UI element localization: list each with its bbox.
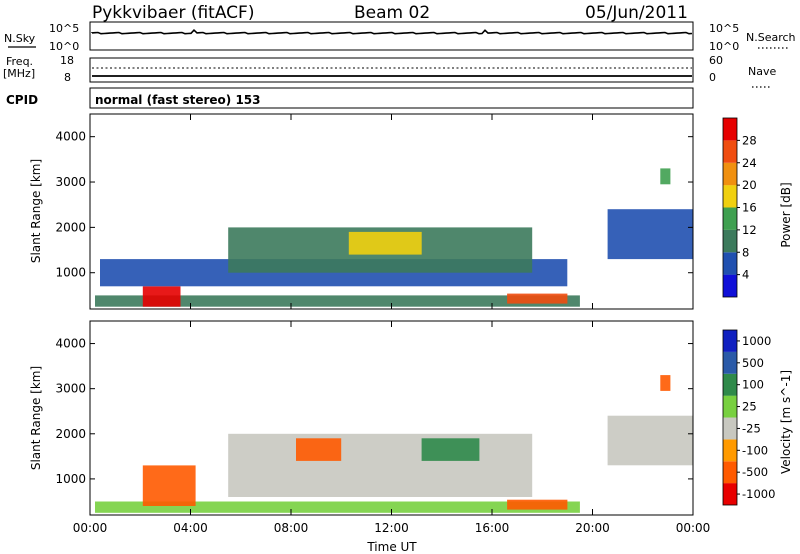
velocity-colorbar-segment (723, 395, 737, 418)
colorbar-tick-label: 24 (742, 156, 757, 170)
velocity-echo-region (607, 415, 693, 466)
y-tick-label: 4000 (55, 130, 86, 144)
nave-label: Nave (748, 65, 776, 78)
velocity-colorbar-segment (723, 351, 737, 374)
y-tick-label: 2000 (55, 220, 86, 234)
nsky-label: N.Sky (4, 32, 36, 45)
velocity-colorbar-segment (723, 483, 737, 505)
power-colorbar-segment (723, 274, 737, 297)
power-ylabel: Slant Range [km] (29, 159, 43, 263)
power-plot: 1000 2000 3000 4000 4 8 12 16 20 24 28 (55, 113, 757, 310)
freq-tick-top: 18 (60, 54, 74, 67)
nsky-trace (91, 28, 693, 35)
velocity-echo-region (95, 501, 580, 513)
velocity-colorbar-title: Velocity [m s^-1] (779, 370, 793, 474)
colorbar-tick-label: 16 (742, 201, 757, 215)
date-title: 05/Jun/2011 (585, 3, 688, 23)
power-colorbar-segment (723, 140, 737, 163)
colorbar-tick-label: 12 (742, 223, 757, 237)
colorbar-tick-label: 4 (742, 268, 749, 282)
power-echo-region (660, 168, 671, 185)
power-colorbar-title: Power [dB] (779, 182, 793, 247)
nsearch-label: N.Search (746, 31, 796, 44)
x-tick-label: 00:00 (676, 521, 711, 535)
velocity-echo-region (142, 465, 196, 506)
x-tick-label: 04:00 (173, 521, 208, 535)
velocity-colorbar-segment (723, 439, 737, 462)
y-tick-label: 1000 (55, 266, 86, 280)
y-tick-label: 3000 (55, 175, 86, 189)
power-colorbar-segment (723, 207, 737, 230)
freq-label: Freq. (6, 55, 33, 68)
xaxis-title: Time UT (366, 540, 417, 554)
velocity-colorbar-segment (723, 417, 737, 440)
colorbar-tick-label: 1000 (742, 334, 771, 348)
freq-panel-frame (89, 57, 694, 83)
nsearch-tick-top: 10^5 (709, 22, 739, 35)
power-colorbar-segment (723, 162, 737, 186)
colorbar-tick-label: -100 (742, 443, 768, 457)
cpid-label: CPID (6, 93, 38, 107)
velocity-echo-region (507, 499, 568, 510)
velocity-colorbar-segment (723, 373, 737, 396)
x-tick-label: 00:00 (73, 521, 108, 535)
velocity-plot: 1000 2000 3000 4000 00:00 04:00 08:00 12:00 16:0… (55, 320, 775, 535)
colorbar-tick-label: 28 (742, 133, 757, 147)
power-echo-region (348, 231, 422, 255)
power-echo-region (607, 209, 693, 260)
nsearch-tick-bottom: 10^0 (709, 40, 739, 53)
power-echo-region (142, 286, 181, 307)
power-colorbar-segment (723, 252, 737, 275)
colorbar-tick-label: -1000 (742, 487, 775, 501)
velocity-colorbar-frame (722, 329, 738, 506)
colorbar-tick-label: 100 (742, 378, 764, 392)
y-tick-label: 2000 (55, 427, 86, 441)
power-colorbar-segment (723, 229, 737, 253)
velocity-colorbar-segment (723, 330, 737, 352)
y-tick-label: 1000 (55, 472, 86, 486)
power-colorbar-segment (723, 185, 737, 208)
station-title: Pykkvibaer (fitACF) (92, 3, 254, 23)
cpid-panel-frame (89, 87, 694, 109)
cpid-text: normal (fast stereo) 153 (95, 93, 261, 107)
velocity-echo-region (296, 438, 342, 461)
colorbar-tick-label: 20 (742, 178, 757, 192)
y-tick-label: 4000 (55, 337, 86, 351)
velocity-echo-region (660, 375, 671, 391)
colorbar-tick-label: -500 (742, 465, 768, 479)
x-tick-label: 08:00 (274, 521, 309, 535)
freq-unit-label: [MHz] (3, 67, 35, 80)
colorbar-tick-label: 25 (742, 400, 757, 414)
velocity-colorbar-segment (723, 461, 737, 484)
velocity-echo-region (228, 433, 533, 497)
x-tick-label: 20:00 (575, 521, 610, 535)
colorbar-tick-label: 8 (742, 245, 749, 259)
beam-title: Beam 02 (354, 3, 430, 23)
nave-tick-bottom: 0 (709, 71, 716, 84)
x-tick-label: 12:00 (374, 521, 409, 535)
power-echo-region (507, 293, 568, 304)
x-tick-label: 16:00 (475, 521, 510, 535)
colorbar-tick-label: 500 (742, 356, 764, 370)
nave-tick-top: 60 (709, 54, 723, 67)
colorbar-tick-label: -25 (742, 421, 761, 435)
power-colorbar-segment (723, 118, 737, 141)
velocity-echo-region (421, 438, 480, 461)
y-tick-label: 3000 (55, 382, 86, 396)
power-echo-region (95, 295, 580, 307)
nsky-tick-bottom: 10^0 (49, 40, 79, 53)
nsky-panel-frame (89, 21, 694, 51)
freq-tick-bottom: 8 (64, 71, 71, 84)
nsky-tick-top: 10^5 (49, 22, 79, 35)
velocity-ylabel: Slant Range [km] (29, 366, 43, 470)
